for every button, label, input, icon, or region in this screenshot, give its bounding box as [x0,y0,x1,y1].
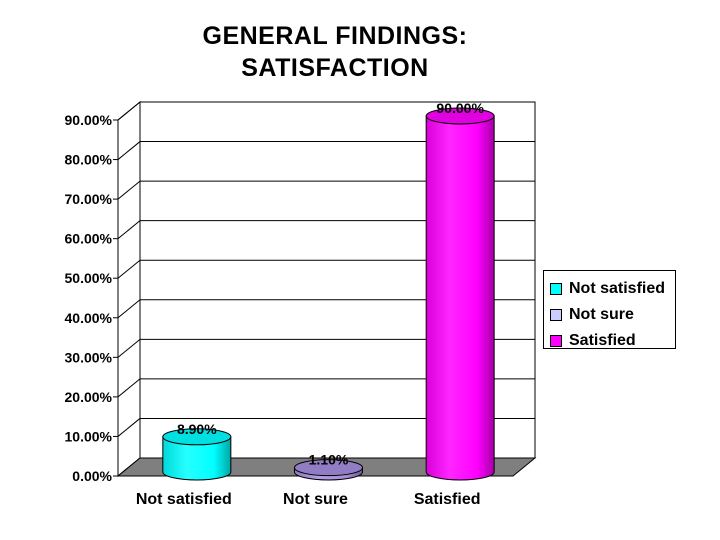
gridline-side [117,101,141,121]
bar-top-satisfied [425,107,495,125]
plot-side-wall [117,100,141,478]
y-tick-label: 20.00% [65,389,113,405]
x-tick-label-satisfied: Satisfied [414,491,481,508]
data-label-satisfied: 90.00% [436,100,484,116]
chart-legend: Not satisfied Not sure Satisfied [543,270,676,349]
bar-not-satisfied [162,436,232,481]
chart-title-line-1: GENERAL FINDINGS: [202,22,468,50]
y-tick-label: 40.00% [65,310,113,326]
x-tick-label-not-satisfied: Not satisfied [136,491,232,508]
legend-item-satisfied: Satisfied [544,328,675,354]
data-label-not-sure: 1.10% [309,452,349,468]
legend-label-not-satisfied: Not satisfied [569,280,666,297]
data-label-not-satisfied: 8.90% [177,421,217,437]
y-tick-label: 30.00% [65,349,113,365]
bar-satisfied [425,115,495,481]
legend-swatch-not-sure [550,309,562,321]
y-tick-label: 60.00% [65,231,113,247]
y-tick-label: 0.00% [72,468,112,484]
bar-top-not-sure [294,459,363,477]
gridline-side [117,299,141,319]
legend-swatch-not-satisfied [550,283,562,295]
legend-item-not-sure: Not sure [544,302,675,328]
legend-swatch-satisfied [550,335,562,347]
chart-title-line-2: SATISFACTION [241,54,429,82]
y-tick-label: 80.00% [65,152,113,168]
gridline-side [117,378,141,398]
y-tick-label: 10.00% [65,428,113,444]
gridline-side [117,141,141,160]
bar-top-not-satisfied [162,428,232,446]
gridline-side [117,220,141,240]
legend-label-not-sure: Not sure [569,306,634,323]
gridline-side [117,418,141,437]
gridline-side [117,180,141,200]
legend-label-satisfied: Satisfied [569,332,636,349]
gridline-side [117,259,141,279]
x-tick-label-not-sure: Not sure [283,491,348,508]
y-tick-label: 90.00% [65,112,113,128]
y-tick-label: 70.00% [65,191,113,207]
legend-item-not-satisfied: Not satisfied [544,276,675,302]
gridline-side [117,338,141,358]
chart-title: GENERAL FINDINGS: SATISFACTION [130,20,540,84]
y-tick-label: 50.00% [65,270,113,286]
